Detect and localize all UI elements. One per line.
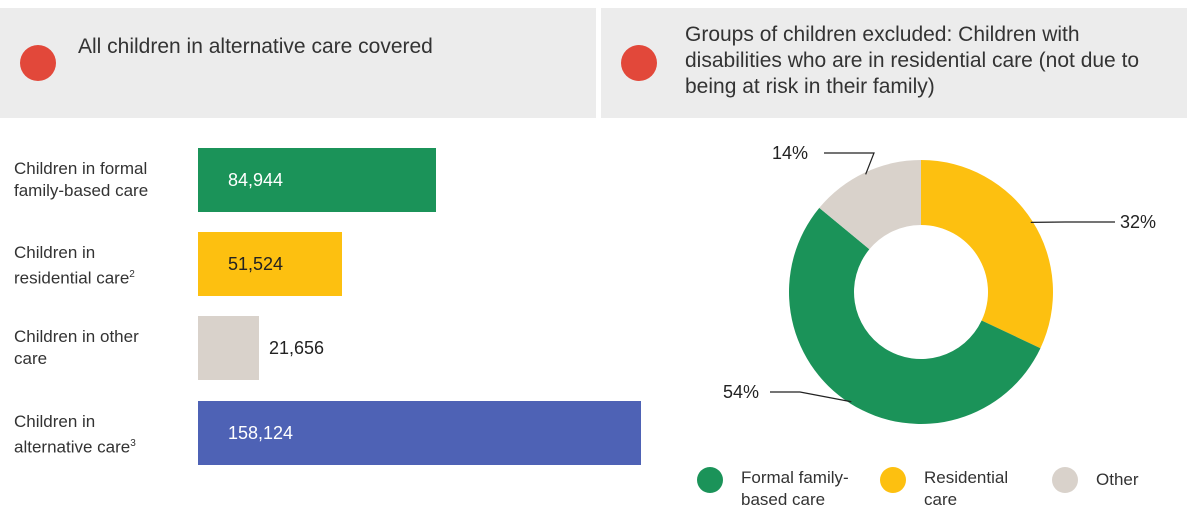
legend-label-line: Other [1096, 470, 1139, 489]
bar-category-label: Children in formal family-based care [14, 158, 189, 202]
bar-category-label-line: residential care [14, 268, 130, 288]
legend-label-line: care [924, 490, 958, 509]
legend-label: Formal family-based care [741, 467, 871, 511]
leader-line [770, 391, 852, 403]
bar-value-label: 158,124 [228, 423, 294, 443]
bar-category-label-line: care [14, 349, 48, 368]
coverage-panel: All children in alternative care covered [0, 8, 596, 118]
footnote-marker: 3 [130, 438, 136, 449]
legend-label-line: based care [741, 490, 826, 509]
coverage-text: All children in alternative care covered [78, 35, 433, 58]
donut-percent-label: 14% [772, 143, 809, 163]
donut-slice [819, 160, 921, 250]
red-status-dot-icon [20, 45, 56, 81]
bar-category-label-line: Children in [14, 412, 96, 431]
legend-label: Other [1096, 469, 1187, 491]
bar-category-label-line: Children in other [14, 327, 139, 346]
legend-swatch-icon [880, 467, 906, 493]
legend-label-line: Formal family- [741, 468, 849, 487]
donut-percent-label: 54% [723, 382, 760, 402]
excluded-groups-text: Groups of children excluded: Children wi… [685, 23, 1140, 98]
legend-swatch-icon [1052, 467, 1078, 493]
bar-value-label: 51,524 [228, 254, 284, 274]
bar-category-label-line: Children in formal [14, 159, 148, 178]
legend-swatch-icon [697, 467, 723, 493]
donut-slice [789, 207, 1041, 425]
bar [198, 316, 259, 380]
donut-slice [921, 160, 1053, 349]
bar [198, 148, 436, 212]
bar-category-label-line: Children in [14, 243, 96, 262]
bar-category-label-line: alternative care [14, 437, 131, 457]
legend-label: Residential care [924, 467, 1054, 511]
leader-line [824, 152, 875, 175]
bar-category-label: Children in alternative care3 [14, 411, 189, 459]
bar-category-label: Children in other care [14, 326, 189, 370]
red-status-dot-icon [621, 45, 657, 81]
legend-label-line: Residential [924, 468, 1009, 487]
footnote-marker: 2 [129, 269, 135, 280]
bar-value-label: 21,656 [269, 338, 325, 358]
excluded-groups-panel: Groups of children excluded: Children wi… [601, 8, 1187, 118]
bar-category-label: Children in residential care2 [14, 242, 189, 290]
donut-percent-label: 32% [1120, 212, 1157, 232]
bar [198, 401, 641, 465]
bar-value-label: 84,944 [228, 170, 284, 190]
bar [198, 232, 342, 296]
bar-category-label-line: family-based care [14, 181, 149, 200]
